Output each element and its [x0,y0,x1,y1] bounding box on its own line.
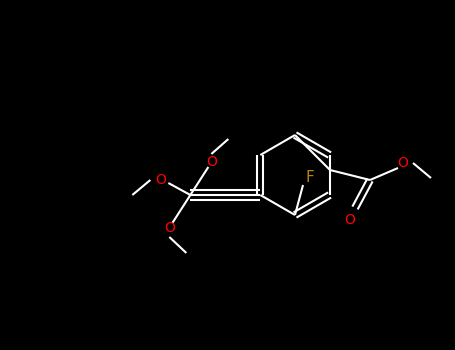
Text: O: O [344,213,355,227]
Text: O: O [155,173,166,187]
Text: O: O [206,155,217,169]
Text: O: O [164,221,175,235]
Text: F: F [306,170,314,186]
Text: O: O [398,156,409,170]
